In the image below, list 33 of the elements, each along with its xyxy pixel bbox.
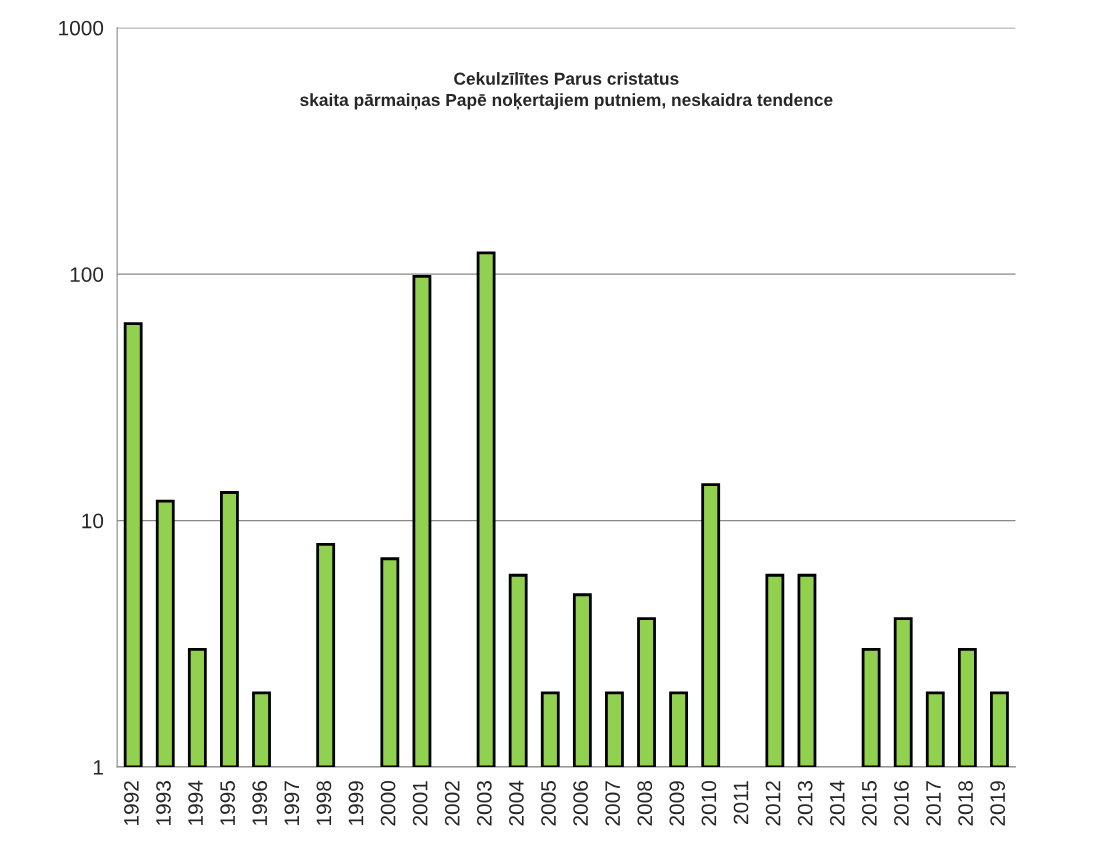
- x-tick-label: 1995: [220, 781, 236, 825]
- x-tick-label: 2005: [541, 781, 556, 826]
- x-tick-label: 2008: [637, 781, 653, 826]
- x-tick-label: 2002: [444, 781, 460, 826]
- x-tick-label: 1993: [156, 781, 171, 825]
- x-tick-label: 2006: [573, 781, 588, 826]
- x-tick-label: 1999: [348, 781, 364, 825]
- x-tick-label: 2003: [476, 781, 492, 826]
- x-tick-label: 2009: [669, 781, 685, 826]
- x-tick-label: 2019: [990, 781, 1006, 826]
- y-tick-label: 10: [82, 513, 104, 529]
- x-tick-label: 1994: [188, 780, 203, 825]
- x-tick-label: 1997: [284, 781, 300, 825]
- y-tick-label: 1000: [59, 20, 104, 36]
- x-tick-label: 2012: [765, 781, 781, 826]
- x-tick-label: 2015: [861, 781, 877, 826]
- y-tick-label: 1: [93, 760, 103, 775]
- x-tick-label: 2010: [701, 781, 717, 826]
- x-tick-label: 2000: [380, 781, 396, 826]
- x-tick-label: 2004: [509, 780, 524, 826]
- text: Cekulzīlītes Parus cristatus skaita pārmaiņas Papē noķertajiem putniem, neskaidra tendence: [300, 72, 833, 110]
- x-tick-label: 1998: [316, 781, 332, 825]
- x-tick-label: 2018: [958, 781, 973, 826]
- x-tick-label: 2007: [605, 781, 621, 826]
- x-tick-label: 2011: [733, 781, 749, 824]
- x-tick-label: 2017: [926, 781, 941, 826]
- x-tick-label: 2016: [894, 781, 909, 826]
- y-tick-label: 100: [70, 267, 104, 282]
- x-tick-label: 2014: [829, 780, 845, 826]
- x-tick-label: 2001: [412, 781, 428, 826]
- x-tick-label: 1992: [124, 781, 139, 825]
- x-tick-label: 1996: [252, 781, 268, 825]
- x-tick-label: 2013: [797, 781, 813, 826]
